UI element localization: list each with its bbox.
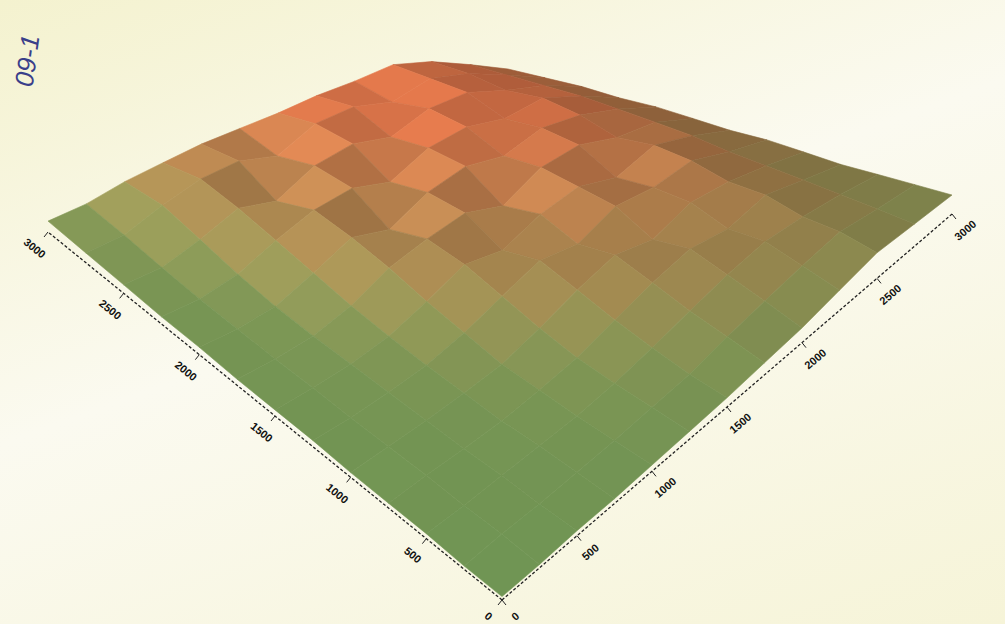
surface	[48, 62, 952, 597]
y-tick	[120, 293, 124, 298]
y-tick-label: 1000	[324, 481, 351, 506]
y-tick	[422, 539, 426, 544]
x-tick	[652, 471, 656, 476]
x-tick-label: 500	[579, 541, 601, 562]
x-axis-line	[502, 214, 952, 600]
y-tick	[195, 355, 199, 360]
x-tick-label: 1000	[652, 475, 678, 500]
x-tick-label: 3000	[952, 218, 978, 243]
y-tick-label: 3000	[21, 236, 48, 261]
x-tick	[727, 407, 731, 412]
x-tick	[952, 214, 956, 219]
x-tick-label: 0	[509, 610, 521, 623]
y-tick-label: 500	[402, 544, 424, 565]
y-tick	[347, 477, 351, 482]
axes	[48, 214, 952, 600]
ticks: 0 500 1000 1500 2000 2500 3000 0 500 1000 1500 2000…	[21, 214, 978, 623]
y-tick-label: 2000	[173, 358, 200, 383]
x-tick-label: 1500	[727, 411, 753, 436]
x-tick	[502, 600, 506, 605]
y-tick-label: 2500	[97, 297, 124, 322]
x-tick	[877, 278, 881, 283]
y-tick-label: 0	[483, 610, 495, 623]
y-tick-label: 1500	[248, 420, 275, 445]
y-axis-line	[48, 232, 502, 600]
y-tick	[498, 600, 502, 605]
x-tick	[577, 536, 581, 541]
x-tick-label: 2000	[802, 346, 828, 371]
surface-cell	[464, 534, 539, 597]
x-tick-label: 2500	[877, 282, 903, 307]
y-tick	[271, 416, 275, 421]
chart: 09-1 0 500 1000 1500 2000 2500 3000 0 500 1000 1500…	[0, 0, 1005, 624]
annotation: 09-1	[9, 33, 46, 89]
y-tick	[44, 232, 48, 237]
x-tick	[802, 343, 806, 348]
